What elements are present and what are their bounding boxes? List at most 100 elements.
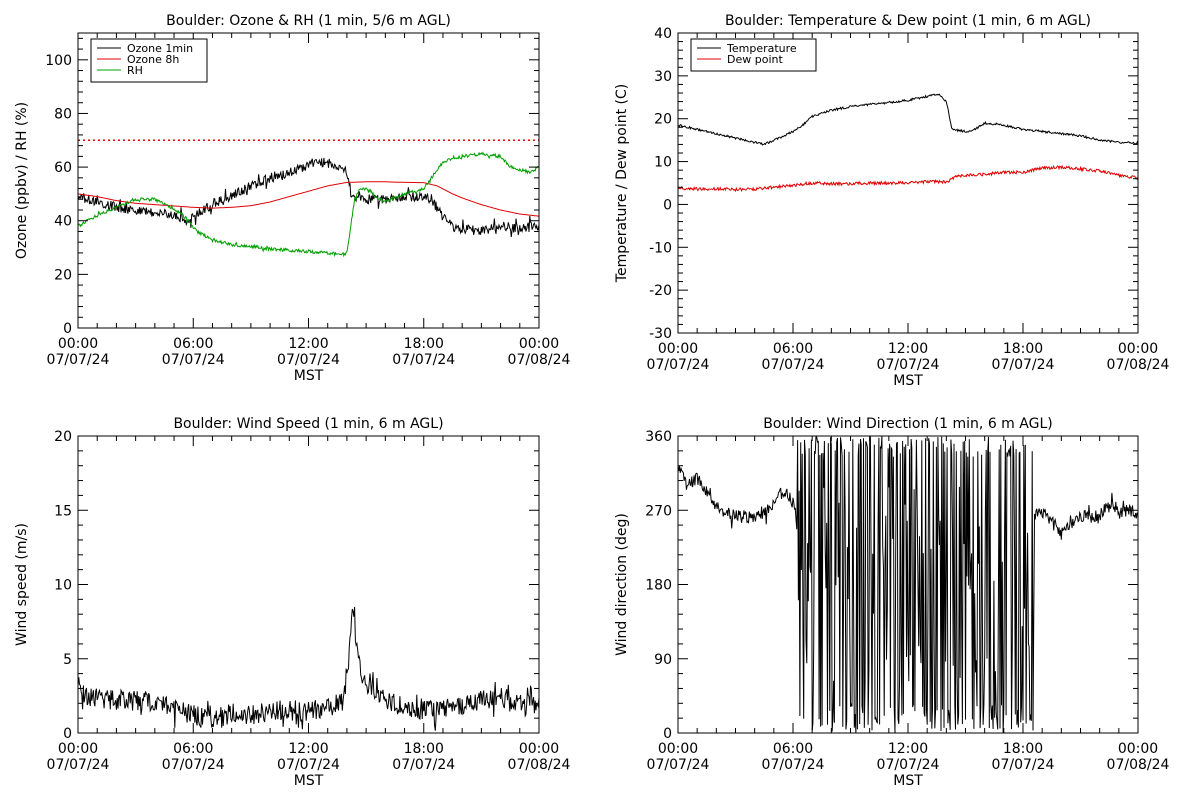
y-tick-label: 40: [654, 26, 672, 42]
x-tick-label: 06:00: [173, 741, 213, 757]
x-tick-date-label: 07/07/24: [47, 757, 110, 773]
x-tick-label: 18:00: [1003, 341, 1043, 357]
legend-label: Ozone 1min: [127, 42, 193, 55]
x-tick-date-label: 07/07/24: [392, 352, 455, 368]
chart-title: Boulder: Ozone & RH (1 min, 5/6 m AGL): [166, 13, 451, 29]
y-tick-label: 180: [645, 578, 672, 594]
chart-panel-3: Boulder: Wind Speed (1 min, 6 m AGL) 0 5 10…: [14, 416, 571, 789]
y-tick-label: -20: [649, 283, 672, 299]
y-tick-label: -10: [649, 240, 672, 256]
y-tick-label: 100: [45, 53, 72, 69]
y-tick-label: 40: [54, 214, 72, 230]
y-tick-label: 5: [63, 652, 72, 668]
x-tick-date-label: 07/07/24: [277, 757, 340, 773]
y-tick-label: 0: [63, 321, 72, 337]
x-tick-date-label: 07/07/24: [162, 352, 225, 368]
x-tick-date-label: 07/07/24: [162, 757, 225, 773]
y-tick-label: 0: [663, 726, 672, 742]
x-tick-label: 00:00: [58, 741, 98, 757]
y-tick-label: 360: [645, 429, 672, 445]
y-tick-label: 90: [654, 652, 672, 668]
chart-panel-4: Boulder: Wind Direction (1 min, 6 m AGL)…: [614, 416, 1170, 789]
x-tick-date-label: 07/07/24: [877, 757, 940, 773]
x-tick-label: 00:00: [1118, 741, 1158, 757]
x-tick-label: 00:00: [58, 336, 98, 352]
y-tick-label: 10: [54, 578, 72, 594]
x-tick-label: 06:00: [773, 741, 813, 757]
series-group: [678, 436, 1138, 733]
series-group: [78, 606, 539, 731]
legend-label: Ozone 8h: [127, 53, 179, 66]
x-tick-label: 12:00: [888, 341, 928, 357]
x-tick-date-label: 07/07/24: [392, 757, 455, 773]
legend-label: RH: [127, 64, 143, 77]
legend-box: [690, 38, 817, 72]
x-tick-label: 00:00: [519, 336, 559, 352]
x-tick-label: 00:00: [658, 341, 698, 357]
x-tick-label: 18:00: [404, 336, 444, 352]
chart-title: Boulder: Wind Speed (1 min, 6 m AGL): [173, 416, 443, 432]
y-tick-label: 60: [54, 160, 72, 176]
legend-label: Temperature: [726, 42, 797, 55]
x-tick-label: 18:00: [1003, 741, 1043, 757]
y-tick-label: 20: [54, 267, 72, 283]
x-tick-date-label: 07/07/24: [992, 357, 1055, 373]
x-tick-date-label: 07/08/24: [508, 757, 571, 773]
x-tick-label: 00:00: [519, 741, 559, 757]
x-tick-date-label: 07/07/24: [647, 757, 710, 773]
y-tick-label: 30: [654, 69, 672, 85]
x-tick-date-label: 07/07/24: [877, 357, 940, 373]
series-line-data: [678, 436, 1138, 733]
series-line-temperature: [678, 93, 1138, 146]
x-tick-date-label: 07/07/24: [762, 357, 825, 373]
series-line-dew-point: [678, 164, 1138, 193]
legend-label: Dew point: [727, 53, 783, 66]
series-line-data: [78, 606, 539, 731]
plot-frame: [677, 32, 1139, 334]
y-tick-label: 0: [663, 197, 672, 213]
chart-panel-1: Boulder: Ozone & RH (1 min, 5/6 m AGL) 0 2…: [14, 13, 571, 384]
x-tick-label: 18:00: [404, 741, 444, 757]
x-tick-label: 06:00: [173, 336, 213, 352]
x-tick-date-label: 07/07/24: [762, 757, 825, 773]
chart-title: Boulder: Wind Direction (1 min, 6 m AGL): [763, 416, 1052, 432]
y-tick-label: 15: [54, 503, 72, 519]
x-axis-label: MST: [294, 773, 324, 789]
legend-box: [90, 38, 208, 83]
x-tick-label: 12:00: [288, 741, 328, 757]
y-tick-label: -30: [649, 326, 672, 342]
x-tick-label: 00:00: [1118, 341, 1158, 357]
series-group: [678, 93, 1138, 193]
plot-frame: [77, 435, 540, 734]
x-axis-label: MST: [893, 373, 923, 389]
y-axis-label: Wind direction (deg): [614, 513, 630, 656]
series-line-rh: [78, 151, 539, 258]
y-tick-label: 270: [645, 503, 672, 519]
series-line-ozone-8h: [78, 181, 539, 217]
y-axis-label: Temperature / Dew point (C): [614, 84, 630, 283]
x-tick-date-label: 07/07/24: [647, 357, 710, 373]
chart-panel-2: Boulder: Temperature & Dew point (1 min,…: [614, 13, 1170, 389]
x-tick-label: 12:00: [888, 741, 928, 757]
x-tick-date-label: 07/08/24: [508, 352, 571, 368]
x-tick-date-label: 07/07/24: [992, 757, 1055, 773]
y-tick-label: 10: [654, 155, 672, 171]
y-tick-label: 0: [63, 726, 72, 742]
x-tick-date-label: 07/07/24: [47, 352, 110, 368]
series-group: [78, 139, 539, 258]
x-tick-label: 00:00: [658, 741, 698, 757]
x-tick-date-label: 07/08/24: [1107, 757, 1170, 773]
series-line-ozone-1min: [78, 157, 539, 237]
x-tick-date-label: 07/07/24: [277, 352, 340, 368]
y-axis-label: Wind speed (m/s): [14, 523, 30, 646]
y-tick-label: 80: [54, 106, 72, 122]
x-axis-label: MST: [294, 368, 324, 384]
x-axis-label: MST: [893, 773, 923, 789]
x-tick-date-label: 07/08/24: [1107, 357, 1170, 373]
y-tick-label: 20: [654, 112, 672, 128]
y-axis-label: Ozone (ppbv) / RH (%): [14, 102, 30, 259]
chart-title: Boulder: Temperature & Dew point (1 min,…: [725, 13, 1091, 29]
y-tick-label: 20: [54, 429, 72, 445]
x-tick-label: 06:00: [773, 341, 813, 357]
